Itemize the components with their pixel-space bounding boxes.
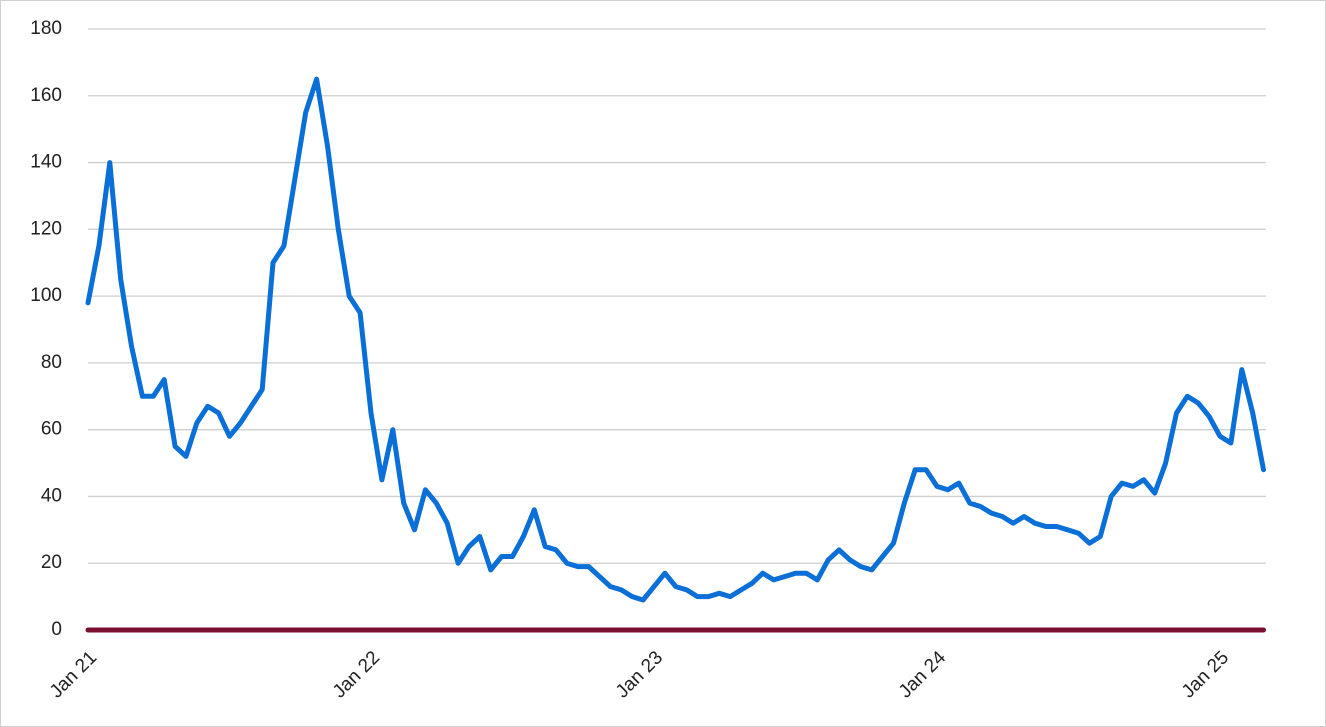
y-tick-label: 40 bbox=[41, 485, 62, 506]
y-tick-label: 180 bbox=[30, 18, 62, 39]
y-tick-label: 100 bbox=[30, 285, 62, 306]
y-tick-label: 20 bbox=[41, 552, 62, 573]
series-line bbox=[85, 76, 1266, 603]
y-tick-label: 160 bbox=[30, 85, 62, 106]
y-tick-label: 80 bbox=[41, 352, 62, 373]
y-tick-label: 60 bbox=[41, 419, 62, 440]
y-tick-label: 120 bbox=[30, 218, 62, 239]
y-tick-label: 140 bbox=[30, 152, 62, 173]
y-tick-label: 0 bbox=[51, 619, 62, 640]
